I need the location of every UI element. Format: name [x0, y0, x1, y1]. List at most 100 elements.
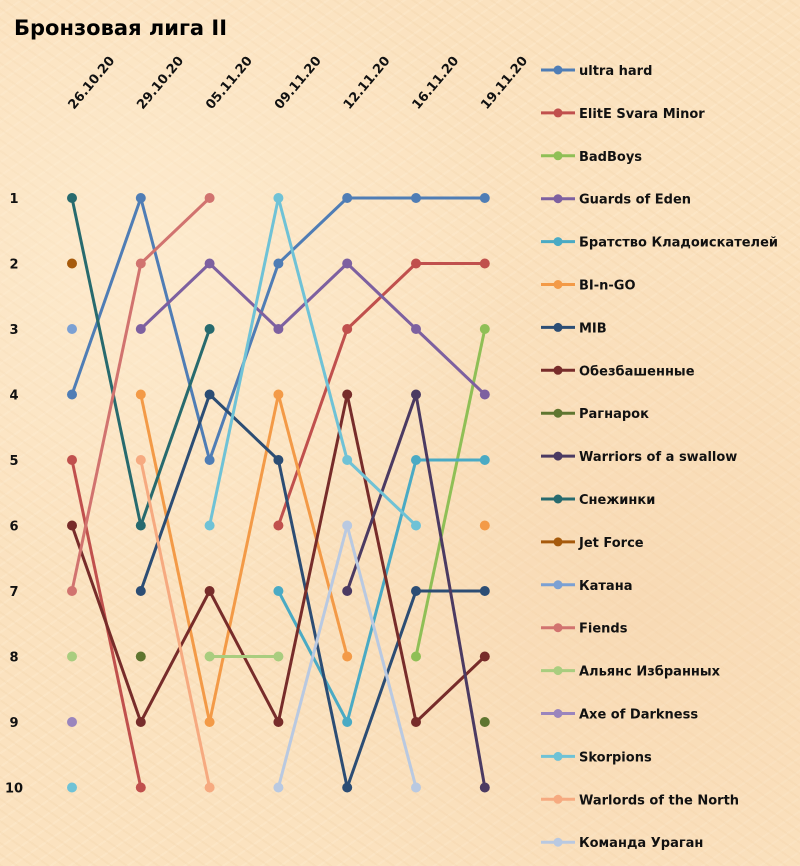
legend-marker [553, 666, 563, 676]
data-point [273, 455, 284, 465]
data-point [273, 193, 284, 203]
data-point [411, 586, 421, 596]
data-point [411, 258, 421, 269]
legend-marker [553, 751, 563, 761]
data-point [67, 258, 77, 269]
series-line-segment [276, 328, 349, 526]
legend-label: Снежинки [579, 493, 655, 508]
data-point [411, 389, 421, 400]
data-point [135, 324, 146, 334]
data-point [204, 324, 215, 334]
series-line-segment [414, 655, 486, 724]
data-point [204, 389, 215, 400]
data-point [273, 782, 284, 793]
data-point [342, 193, 353, 203]
y-tick-label: 3 [9, 323, 18, 338]
legend-marker [553, 408, 563, 418]
legend-marker [553, 794, 563, 804]
data-point [411, 717, 421, 727]
chart-title: Бронзовая лига II [14, 16, 228, 40]
x-tick-label: 16.11.20 [410, 54, 463, 113]
data-point [67, 193, 77, 203]
data-point [342, 717, 353, 727]
y-tick-label: 4 [9, 389, 18, 404]
data-point [342, 389, 353, 400]
data-point [67, 324, 77, 334]
legend-label: Skorpions [579, 750, 652, 765]
data-point [479, 455, 490, 465]
data-point [479, 717, 490, 727]
x-tick-label: 09.11.20 [272, 54, 325, 113]
data-point [411, 520, 421, 531]
legend-marker [553, 623, 563, 633]
data-point [273, 717, 284, 727]
legend-marker [553, 537, 563, 547]
legend-label: Warlords of the North [579, 793, 739, 808]
series-line-segment [414, 327, 486, 396]
data-point [204, 782, 215, 793]
series-line-segment [345, 459, 418, 723]
series-line-segment [277, 262, 349, 331]
legend-label: Fiends [579, 622, 628, 637]
data-point [411, 651, 421, 662]
x-tick-label: 12.11.20 [341, 54, 394, 113]
x-tick-label: 26.10.20 [66, 54, 119, 113]
legend-label: Рагнарок [579, 407, 649, 422]
legend-marker [553, 709, 563, 718]
data-point [411, 782, 421, 793]
data-point [411, 193, 421, 203]
series-line-segment [70, 197, 143, 395]
data-point [204, 520, 215, 531]
series-line-segment [414, 328, 487, 657]
series-line-segment [139, 394, 212, 723]
data-point [67, 717, 77, 727]
legend-label: BI-n-GO [579, 279, 636, 294]
data-point [67, 389, 77, 400]
legend-label: Катана [579, 579, 632, 594]
legend-marker [553, 108, 563, 118]
legend-marker [553, 151, 563, 161]
series-line-segment [139, 197, 212, 461]
data-point [342, 258, 353, 269]
series-line-segment [276, 394, 349, 723]
legend-marker [553, 65, 563, 75]
data-point [135, 520, 146, 531]
data-point [479, 586, 490, 596]
data-point [135, 586, 146, 596]
series-line-segment [276, 525, 349, 788]
data-point [273, 651, 284, 662]
data-point [273, 586, 284, 596]
data-point [135, 782, 146, 793]
legend-label: ultra hard [579, 64, 652, 79]
data-point [204, 455, 215, 465]
legend-label: Axe of Darkness [579, 708, 698, 723]
data-point [273, 258, 284, 269]
legend-label: Альянс Избранных [579, 665, 721, 680]
data-point [67, 586, 77, 596]
legend-label: MIB [579, 321, 607, 336]
legend-label: Guards of Eden [579, 193, 691, 208]
data-point [342, 520, 353, 531]
series-line-segment [70, 197, 143, 526]
legend-marker [553, 365, 563, 375]
legend-marker [553, 194, 563, 204]
y-tick-label: 8 [9, 651, 18, 666]
data-point [135, 258, 146, 269]
data-point [67, 651, 77, 662]
data-point [411, 324, 421, 334]
series-line-segment [346, 262, 418, 331]
data-point [67, 455, 77, 465]
data-point [479, 782, 490, 793]
legend-marker [553, 237, 563, 247]
series-line-segment [276, 459, 349, 788]
legend-label: BadBoys [579, 150, 642, 165]
data-point [411, 455, 421, 465]
x-tick-label: 05.11.20 [203, 54, 256, 113]
series-line-segment [345, 525, 418, 788]
series-line-segment [139, 262, 211, 331]
data-point [273, 520, 284, 531]
series-line-segment [276, 197, 349, 461]
legend-marker [553, 322, 563, 332]
data-point [135, 717, 146, 727]
